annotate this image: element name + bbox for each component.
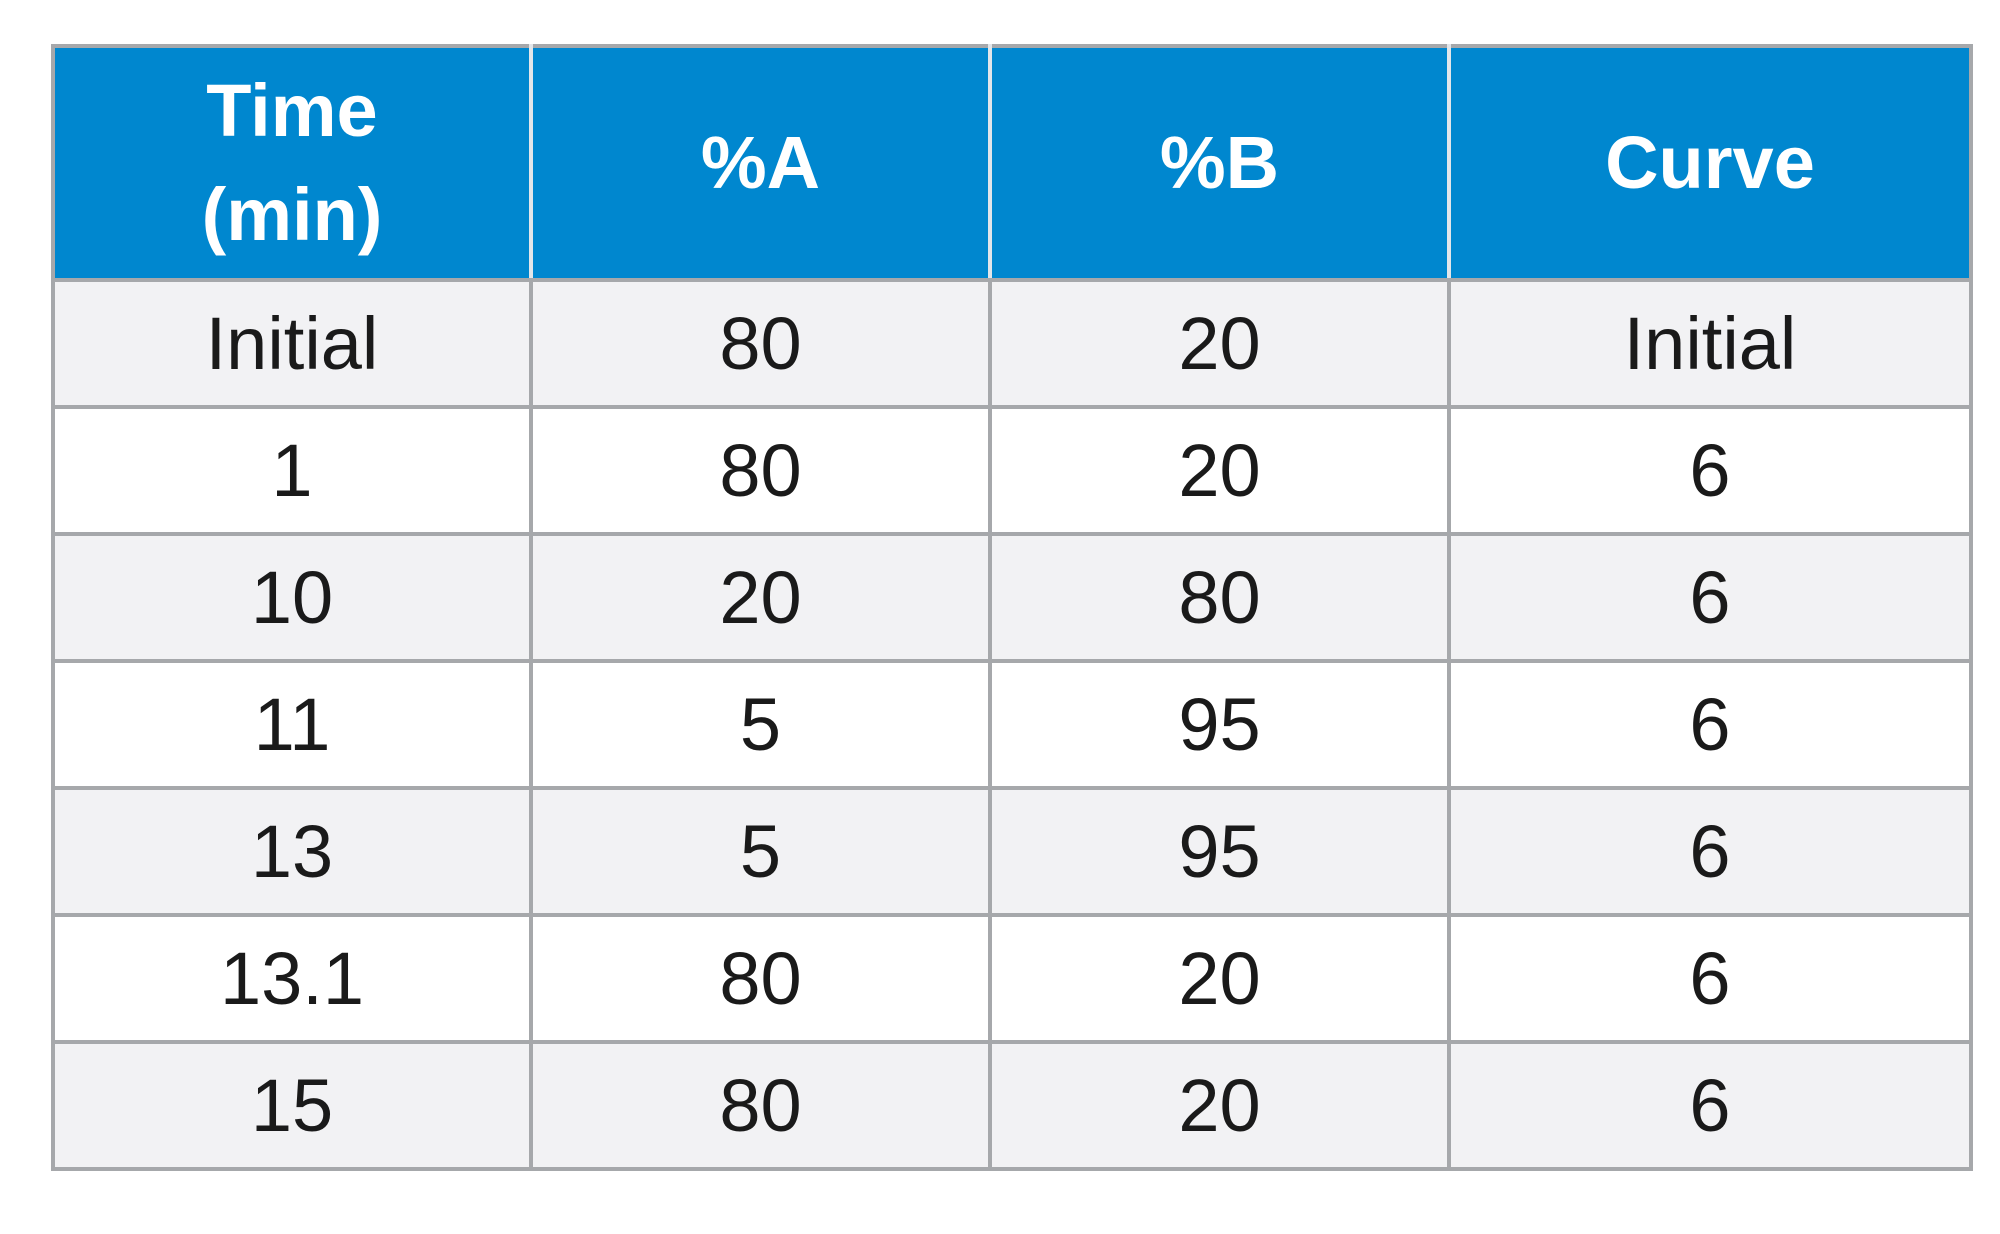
- cell-curve: 6: [1447, 786, 1973, 917]
- cell-curve: 6: [1447, 913, 1973, 1044]
- column-header-percent-a: %A: [529, 44, 992, 282]
- cell-percent-b: 20: [988, 1040, 1451, 1171]
- cell-time: 1: [51, 405, 533, 536]
- cell-time: 13: [51, 786, 533, 917]
- cell-percent-b: 20: [988, 913, 1451, 1044]
- table-row: 1 80 20 6: [51, 405, 1973, 536]
- cell-percent-a: 80: [529, 405, 992, 536]
- cell-percent-b: 20: [988, 405, 1451, 536]
- cell-time: 10: [51, 532, 533, 663]
- table-body: Initial 80 20 Initial 1 80 20 6 10 20 80…: [51, 278, 1973, 1171]
- cell-percent-a: 5: [529, 659, 992, 790]
- cell-percent-a: 80: [529, 913, 992, 1044]
- cell-percent-a: 80: [529, 278, 992, 409]
- column-header-time-line2: (min): [201, 173, 383, 256]
- cell-percent-b: 80: [988, 532, 1451, 663]
- cell-percent-a: 5: [529, 786, 992, 917]
- column-header-percent-b: %B: [988, 44, 1451, 282]
- cell-percent-b: 95: [988, 786, 1451, 917]
- cell-time: Initial: [51, 278, 533, 409]
- cell-curve: 6: [1447, 659, 1973, 790]
- cell-curve: 6: [1447, 405, 1973, 536]
- cell-time: 11: [51, 659, 533, 790]
- cell-curve: 6: [1447, 532, 1973, 663]
- gradient-table: Time (min) %A %B Curve Initial 80 20 Ini…: [51, 44, 1973, 1171]
- cell-percent-a: 80: [529, 1040, 992, 1171]
- table-row: Initial 80 20 Initial: [51, 278, 1973, 409]
- cell-curve: 6: [1447, 1040, 1973, 1171]
- cell-time: 13.1: [51, 913, 533, 1044]
- table-row: 15 80 20 6: [51, 1040, 1973, 1171]
- table-row: 13.1 80 20 6: [51, 913, 1973, 1044]
- column-header-time-line1: Time: [206, 69, 378, 152]
- cell-percent-b: 95: [988, 659, 1451, 790]
- table-header: Time (min) %A %B Curve: [51, 44, 1973, 282]
- cell-percent-b: 20: [988, 278, 1451, 409]
- gradient-table-container: Time (min) %A %B Curve Initial 80 20 Ini…: [51, 44, 1973, 1171]
- header-row: Time (min) %A %B Curve: [51, 44, 1973, 282]
- cell-percent-a: 20: [529, 532, 992, 663]
- column-header-time: Time (min): [51, 44, 533, 282]
- table-row: 10 20 80 6: [51, 532, 1973, 663]
- cell-time: 15: [51, 1040, 533, 1171]
- table-row: 11 5 95 6: [51, 659, 1973, 790]
- table-row: 13 5 95 6: [51, 786, 1973, 917]
- cell-curve: Initial: [1447, 278, 1973, 409]
- column-header-curve: Curve: [1447, 44, 1973, 282]
